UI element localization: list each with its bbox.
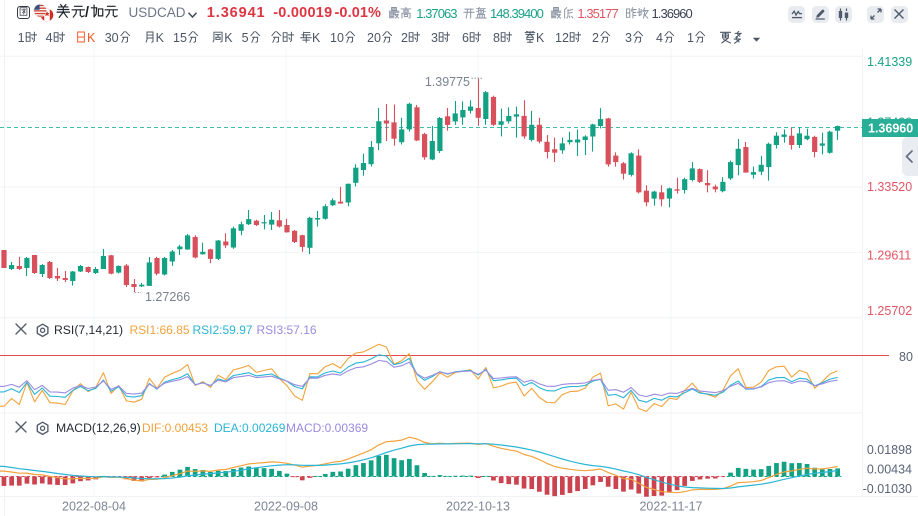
svg-text:-0.01030: -0.01030 xyxy=(863,482,912,496)
svg-text:80: 80 xyxy=(899,350,913,364)
svg-text:2022-10-13: 2022-10-13 xyxy=(446,500,510,514)
svg-text:1.41339: 1.41339 xyxy=(867,55,912,69)
svg-text:0.01898: 0.01898 xyxy=(867,443,912,457)
svg-text:2022-11-17: 2022-11-17 xyxy=(639,500,702,514)
svg-text:DIF:0.00453: DIF:0.00453 xyxy=(142,421,208,435)
svg-text:RSI3:57.16: RSI3:57.16 xyxy=(257,323,317,337)
svg-text:1.39775: 1.39775 xyxy=(425,75,470,89)
svg-text:RSI(7,14,21): RSI(7,14,21) xyxy=(54,323,123,337)
svg-text:RSI1:66.85: RSI1:66.85 xyxy=(130,323,190,337)
svg-text:1.33520: 1.33520 xyxy=(867,180,912,194)
svg-text:1.36960: 1.36960 xyxy=(868,122,913,136)
svg-text:2022-09-08: 2022-09-08 xyxy=(254,500,318,514)
svg-text:1.27266: 1.27266 xyxy=(145,290,190,304)
svg-text:1.29611: 1.29611 xyxy=(867,249,911,263)
svg-text:2022-08-04: 2022-08-04 xyxy=(62,500,126,514)
svg-text:0.00434: 0.00434 xyxy=(867,463,912,477)
svg-text:MACD:0.00369: MACD:0.00369 xyxy=(286,421,368,435)
svg-text:DEA:0.00269: DEA:0.00269 xyxy=(214,421,286,435)
svg-text:1.25702: 1.25702 xyxy=(867,304,912,318)
svg-text:RSI2:59.97: RSI2:59.97 xyxy=(193,323,253,337)
svg-text:MACD(12,26,9): MACD(12,26,9) xyxy=(56,421,141,435)
